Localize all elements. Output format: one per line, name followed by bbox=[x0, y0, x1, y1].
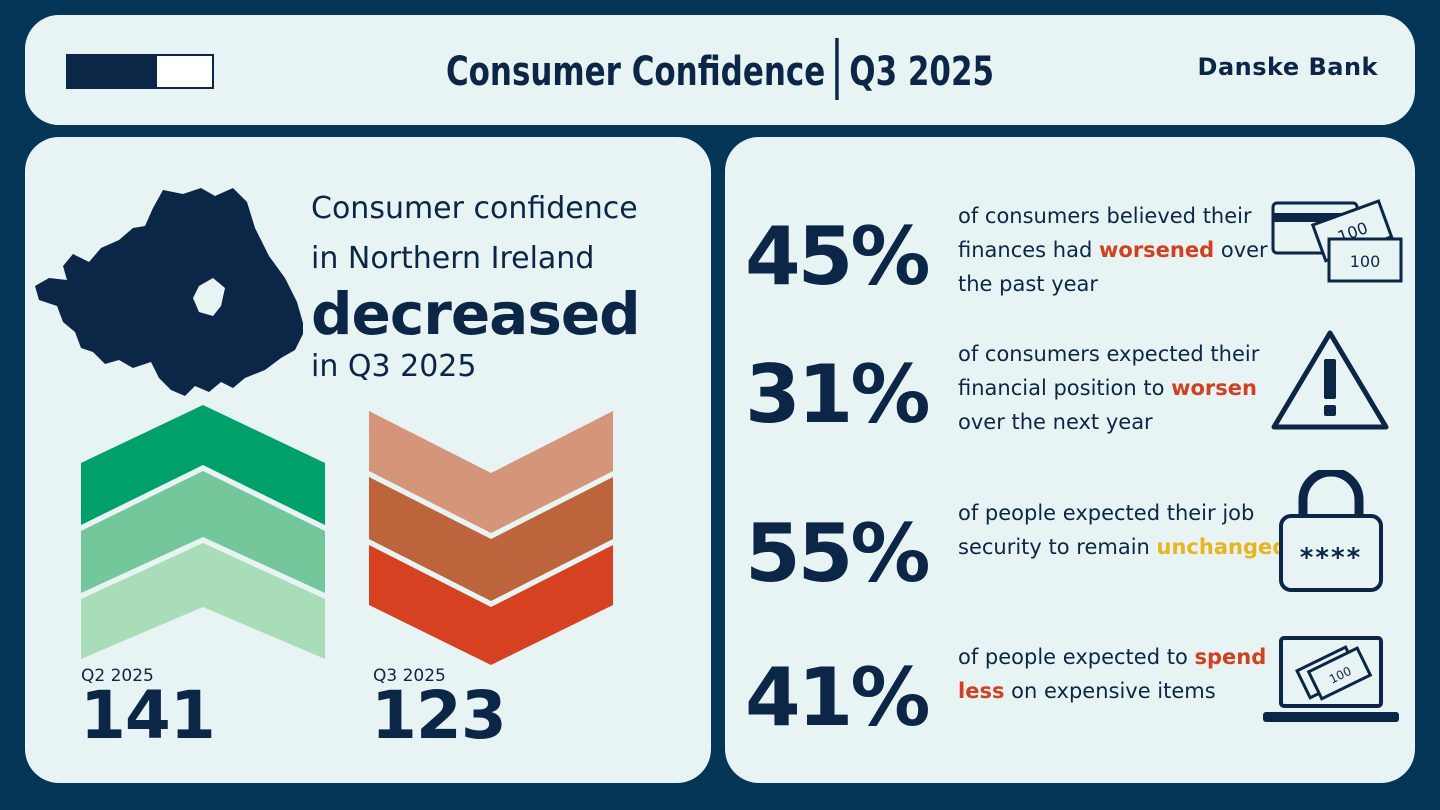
current-quarter-label: Q3 2025 bbox=[373, 666, 446, 686]
up-chevrons-icon bbox=[81, 405, 325, 659]
stat-description: of people expected to spend less on expe… bbox=[958, 640, 1288, 708]
title-text: Consumer Confidence bbox=[445, 49, 826, 95]
stat-percentage: 41% bbox=[745, 651, 930, 744]
stat-text-post: on expensive items bbox=[1011, 679, 1216, 703]
stat-row: 55% of people expected their job securit… bbox=[725, 470, 1415, 626]
down-chevron-2 bbox=[369, 477, 613, 601]
title-quarter: Q3 2025 bbox=[849, 49, 995, 95]
previous-quarter-value: 141 bbox=[80, 677, 216, 754]
stat-percentage: 45% bbox=[745, 210, 930, 303]
stat-text-post: over the past year bbox=[958, 238, 1268, 296]
up-chevron-1 bbox=[81, 405, 325, 525]
stat-row: 41% of people expected to spend less on … bbox=[725, 636, 1415, 770]
stat-text-pre: of people expected to bbox=[958, 645, 1188, 669]
progress-bar bbox=[66, 54, 214, 89]
stat-highlight: worsened bbox=[1099, 238, 1215, 262]
headline-line-1: Consumer confidence bbox=[311, 191, 638, 226]
down-chevrons-icon bbox=[369, 411, 613, 665]
stat-text-pre: of consumers expected their financial po… bbox=[958, 342, 1260, 400]
stat-description: of people expected their job security to… bbox=[958, 496, 1288, 564]
stat-highlight: spend less bbox=[958, 645, 1267, 703]
lock-icon: **** bbox=[1279, 470, 1383, 592]
down-chevron-3 bbox=[369, 545, 613, 665]
warning-icon bbox=[1271, 330, 1389, 430]
stat-description: of consumers believed their finances had… bbox=[958, 199, 1288, 301]
northern-ireland-map-icon bbox=[35, 188, 303, 396]
stat-highlight: worsen bbox=[1171, 376, 1257, 400]
page-title: Consumer Confidence Q3 2025 bbox=[122, 38, 1317, 101]
stat-description: of consumers expected their financial po… bbox=[958, 337, 1288, 439]
previous-quarter-label: Q2 2025 bbox=[81, 666, 154, 686]
headline-keyword: decreased bbox=[311, 280, 641, 348]
stat-text-post: over the next year bbox=[958, 410, 1153, 434]
title-divider bbox=[835, 38, 839, 100]
headline-line-3: in Q3 2025 bbox=[311, 349, 477, 384]
stat-percentage: 55% bbox=[745, 507, 930, 600]
brand-logo: Danske Bank bbox=[1197, 53, 1378, 81]
stat-percentage: 31% bbox=[745, 348, 930, 441]
stat-row: 45% of consumers believed their finances… bbox=[725, 199, 1415, 329]
up-chevron-3 bbox=[81, 543, 325, 659]
down-chevron-1 bbox=[369, 411, 613, 533]
statistics-panel: 45% of consumers believed their finances… bbox=[725, 137, 1415, 783]
up-chevron-2 bbox=[81, 471, 325, 593]
headline-line-2: in Northern Ireland bbox=[311, 241, 595, 276]
chevron-graphic bbox=[81, 405, 613, 665]
lock-password-text: **** bbox=[1300, 543, 1362, 573]
stat-text-pre: of consumers believed their finances had bbox=[958, 204, 1252, 262]
banknote-front-label: 100 bbox=[1350, 252, 1381, 271]
header-panel: Consumer Confidence Q3 2025 Danske Bank bbox=[25, 15, 1415, 125]
stat-highlight: unchanged bbox=[1156, 535, 1288, 559]
current-quarter-value: 123 bbox=[371, 677, 507, 754]
stat-row: 31% of consumers expected their financia… bbox=[725, 330, 1415, 467]
confidence-panel: Consumer confidence in Northern Ireland … bbox=[25, 137, 711, 783]
stat-text-pre: of people expected their job security to… bbox=[958, 501, 1255, 559]
money-card-icon: 100 100 bbox=[1271, 199, 1403, 283]
laptop-money-icon: 100 bbox=[1263, 636, 1399, 722]
headline: Consumer confidence in Northern Ireland … bbox=[311, 184, 691, 390]
progress-fill bbox=[68, 56, 158, 87]
